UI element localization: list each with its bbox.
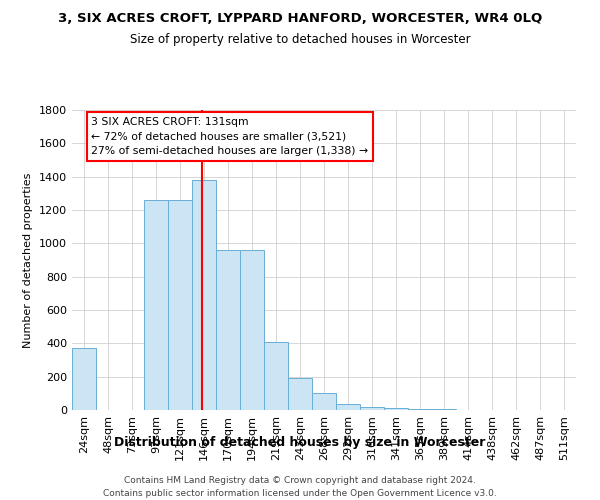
Bar — [288, 378, 312, 410]
Bar — [216, 250, 240, 410]
Bar — [264, 342, 288, 410]
Text: 3, SIX ACRES CROFT, LYPPARD HANFORD, WORCESTER, WR4 0LQ: 3, SIX ACRES CROFT, LYPPARD HANFORD, WOR… — [58, 12, 542, 26]
Bar — [192, 180, 216, 410]
Y-axis label: Number of detached properties: Number of detached properties — [23, 172, 34, 348]
Bar — [408, 409, 432, 410]
Text: 3 SIX ACRES CROFT: 131sqm
← 72% of detached houses are smaller (3,521)
27% of se: 3 SIX ACRES CROFT: 131sqm ← 72% of detac… — [91, 116, 368, 156]
Text: Distribution of detached houses by size in Worcester: Distribution of detached houses by size … — [115, 436, 485, 449]
Bar — [168, 200, 192, 410]
Bar — [144, 200, 168, 410]
Bar — [336, 404, 360, 410]
Text: Size of property relative to detached houses in Worcester: Size of property relative to detached ho… — [130, 32, 470, 46]
Bar — [384, 408, 408, 410]
Bar — [360, 406, 384, 410]
Bar — [72, 348, 96, 410]
Text: Contains HM Land Registry data © Crown copyright and database right 2024.
Contai: Contains HM Land Registry data © Crown c… — [103, 476, 497, 498]
Bar — [312, 394, 336, 410]
Bar — [240, 250, 264, 410]
